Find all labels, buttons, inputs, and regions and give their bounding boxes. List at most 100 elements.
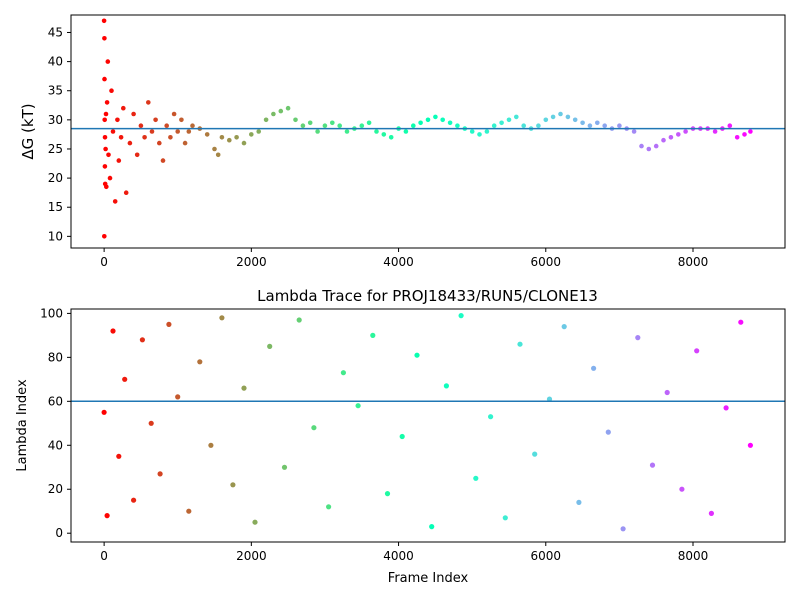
data-point bbox=[171, 111, 177, 117]
data-point bbox=[263, 117, 269, 123]
data-point bbox=[175, 394, 181, 400]
data-point bbox=[359, 123, 365, 128]
data-point bbox=[344, 129, 350, 134]
data-point bbox=[491, 123, 497, 128]
data-point bbox=[742, 132, 747, 137]
data-point bbox=[374, 129, 379, 134]
data-point bbox=[639, 143, 644, 149]
data-point bbox=[104, 100, 110, 105]
bottom-plot-frame bbox=[70, 308, 786, 543]
data-point bbox=[102, 76, 107, 82]
data-point bbox=[473, 475, 479, 481]
data-point bbox=[256, 129, 262, 134]
data-point bbox=[157, 471, 163, 477]
x-tick-label: 4000 bbox=[383, 549, 414, 563]
data-point bbox=[300, 123, 306, 128]
data-point bbox=[591, 365, 597, 371]
data-point bbox=[683, 129, 688, 134]
data-point bbox=[241, 140, 247, 146]
x-tick-label: 0 bbox=[100, 549, 108, 563]
data-point bbox=[546, 396, 553, 402]
data-point bbox=[429, 524, 435, 530]
y-tick-label: 25 bbox=[48, 142, 63, 156]
bottom-scatter-marks bbox=[101, 313, 754, 532]
data-point bbox=[433, 114, 438, 120]
data-point bbox=[197, 359, 203, 365]
data-point bbox=[727, 123, 733, 128]
bottom-panel: Lambda Trace for PROJ18433/RUN5/CLONE13 … bbox=[15, 287, 786, 586]
x-tick-label: 6000 bbox=[530, 255, 561, 269]
data-point bbox=[139, 337, 145, 343]
data-point bbox=[182, 140, 188, 146]
bottom-x-axis-label: Frame Index bbox=[388, 571, 469, 586]
data-point bbox=[403, 129, 409, 134]
data-point bbox=[326, 504, 332, 510]
x-tick-label: 8000 bbox=[678, 255, 709, 269]
top-scatter-marks bbox=[101, 18, 753, 239]
data-point bbox=[112, 199, 118, 204]
data-point bbox=[738, 319, 744, 325]
data-point bbox=[676, 132, 681, 137]
data-point bbox=[543, 117, 549, 123]
y-tick-label: 40 bbox=[48, 55, 63, 69]
data-point bbox=[102, 36, 107, 41]
data-point bbox=[109, 88, 114, 93]
data-point bbox=[399, 433, 405, 440]
data-point bbox=[605, 429, 611, 435]
data-point bbox=[532, 451, 538, 457]
data-point bbox=[107, 175, 113, 181]
data-point bbox=[296, 317, 302, 323]
data-point bbox=[168, 135, 173, 140]
data-point bbox=[748, 129, 753, 134]
data-point bbox=[102, 117, 107, 123]
data-point bbox=[561, 324, 567, 330]
top-panel: 0 2000 4000 6000 8000 10 15 20 25 30 35 40 45 ΔG (k… bbox=[19, 14, 786, 269]
data-point bbox=[175, 129, 180, 134]
data-point bbox=[635, 335, 641, 341]
data-point bbox=[142, 135, 147, 140]
data-point bbox=[219, 135, 225, 140]
x-tick-label: 2000 bbox=[236, 255, 267, 269]
y-tick-label: 20 bbox=[48, 482, 63, 496]
data-point bbox=[620, 526, 626, 532]
data-point bbox=[330, 120, 335, 126]
data-point bbox=[477, 132, 482, 137]
data-point bbox=[134, 152, 140, 158]
data-point bbox=[418, 120, 423, 126]
y-tick-label: 100 bbox=[40, 306, 63, 320]
data-point bbox=[694, 348, 700, 354]
data-point bbox=[278, 108, 284, 114]
data-point bbox=[271, 111, 276, 117]
data-point bbox=[661, 137, 666, 143]
data-point bbox=[469, 129, 475, 134]
data-point bbox=[267, 343, 273, 349]
x-tick-label: 0 bbox=[100, 255, 108, 269]
data-point bbox=[127, 140, 133, 146]
data-point bbox=[587, 123, 593, 128]
data-point bbox=[230, 482, 236, 488]
data-point bbox=[355, 403, 361, 409]
data-point bbox=[664, 389, 670, 396]
data-point bbox=[102, 164, 108, 169]
data-point bbox=[103, 146, 108, 152]
data-point bbox=[121, 105, 126, 111]
data-point bbox=[649, 462, 656, 468]
data-point bbox=[102, 135, 108, 140]
data-point bbox=[115, 117, 120, 123]
data-point bbox=[388, 135, 394, 140]
data-point bbox=[293, 117, 298, 123]
data-point bbox=[712, 129, 718, 134]
data-point bbox=[747, 442, 754, 448]
data-point bbox=[148, 420, 154, 426]
top-y-axis-label: ΔG (kT) bbox=[19, 103, 37, 159]
y-tick-label: 0 bbox=[55, 526, 63, 540]
data-point bbox=[366, 120, 372, 126]
data-point bbox=[204, 132, 210, 137]
data-point bbox=[458, 313, 464, 319]
data-point bbox=[131, 111, 136, 117]
y-tick-label: 60 bbox=[48, 394, 63, 408]
data-point bbox=[102, 234, 107, 239]
bottom-y-ticks: 0 20 40 60 80 100 bbox=[40, 306, 71, 540]
data-point bbox=[668, 135, 674, 140]
data-point bbox=[215, 152, 221, 158]
